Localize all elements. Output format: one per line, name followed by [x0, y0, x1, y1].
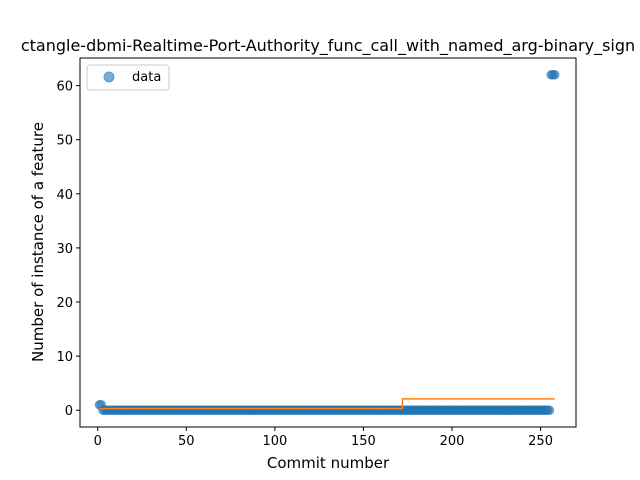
x-axis-ticks: 0 50 100 150 200 250 — [94, 427, 553, 449]
legend-label-data: data — [132, 70, 161, 85]
plot-frame — [79, 57, 577, 428]
x-tick-label: 100 — [262, 434, 287, 449]
legend-marker — [103, 71, 115, 83]
step-line — [99, 398, 555, 410]
y-tick-label: 10 — [56, 350, 73, 365]
plot-layer — [94, 69, 560, 416]
legend-box — [86, 64, 170, 91]
x-tick-label: 150 — [351, 434, 376, 449]
y-tick-label: 50 — [56, 134, 73, 149]
y-tick-label: 20 — [56, 296, 73, 311]
x-tick-label: 50 — [178, 434, 195, 449]
x-tick-label: 200 — [440, 434, 465, 449]
x-axis-label: Commit number — [267, 454, 390, 472]
x-tick-label: 0 — [94, 434, 102, 449]
y-tick-label: 40 — [56, 188, 73, 203]
y-tick-label: 60 — [56, 80, 73, 95]
y-axis-ticks: 0 10 20 30 40 50 60 — [56, 80, 80, 419]
data-point — [549, 69, 560, 80]
legend: data — [86, 64, 170, 91]
data-point — [544, 405, 555, 416]
y-axis-label: Number of instance of a feature — [29, 122, 47, 362]
y-tick-label: 30 — [56, 242, 73, 257]
y-tick-label: 0 — [65, 404, 73, 419]
chart-title: ctangle-dbmi-Realtime-Port-Authority_fun… — [21, 36, 635, 56]
x-tick-label: 250 — [528, 434, 553, 449]
